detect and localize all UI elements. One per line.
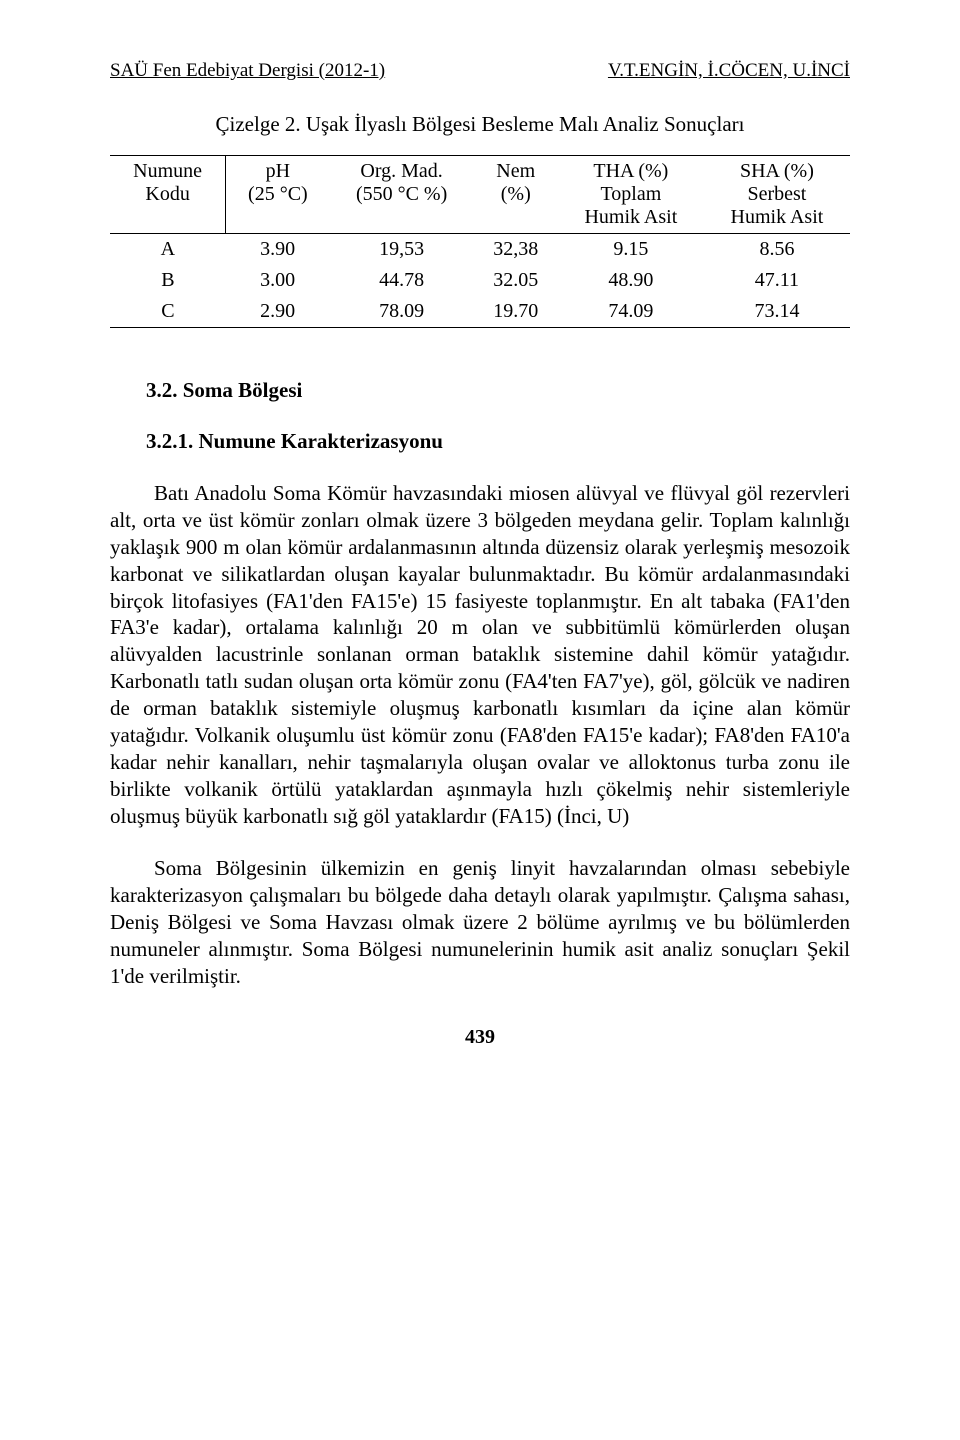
col-header-ph-bot: (25 °C) xyxy=(236,183,319,206)
col-header-tha-top: THA (%) xyxy=(568,160,694,183)
cell-nem: 32,38 xyxy=(474,234,558,266)
results-table: Numune Kodu pH (25 °C) Org. Mad. (550 °C… xyxy=(110,155,850,328)
running-header: SAÜ Fen Edebiyat Dergisi (2012-1) V.T.EN… xyxy=(110,60,850,82)
cell-label: A xyxy=(110,234,226,266)
header-left: SAÜ Fen Edebiyat Dergisi (2012-1) xyxy=(110,60,385,82)
cell-org: 78.09 xyxy=(330,296,474,328)
col-header-tha-bot: Humik Asit xyxy=(568,206,694,229)
col-header-tha-mid: Toplam xyxy=(568,183,694,206)
col-header-sample: Numune Kodu xyxy=(110,156,226,234)
cell-tha: 74.09 xyxy=(558,296,704,328)
col-header-sample-bot: Kodu xyxy=(120,183,215,206)
section-heading-char: 3.2.1. Numune Karakterizasyonu xyxy=(146,429,850,454)
col-header-nem: Nem (%) xyxy=(474,156,558,234)
section-heading-soma: 3.2. Soma Bölgesi xyxy=(146,378,850,403)
cell-nem: 32.05 xyxy=(474,265,558,296)
header-right: V.T.ENGİN, İ.CÖCEN, U.İNCİ xyxy=(608,60,850,82)
cell-label: C xyxy=(110,296,226,328)
cell-ph: 2.90 xyxy=(226,296,330,328)
paragraph-1: Batı Anadolu Soma Kömür havzasındaki mio… xyxy=(110,480,850,829)
col-header-tha: THA (%) Toplam Humik Asit xyxy=(558,156,704,234)
table-row: C 2.90 78.09 19.70 74.09 73.14 xyxy=(110,296,850,328)
col-header-sample-top: Numune xyxy=(120,160,215,183)
col-header-org: Org. Mad. (550 °C %) xyxy=(330,156,474,234)
page-number: 439 xyxy=(110,1026,850,1049)
table-row: B 3.00 44.78 32.05 48.90 47.11 xyxy=(110,265,850,296)
cell-sha: 73.14 xyxy=(704,296,850,328)
col-header-sha: SHA (%) Serbest Humik Asit xyxy=(704,156,850,234)
col-header-ph-top: pH xyxy=(236,160,319,183)
paragraph-2: Soma Bölgesinin ülkemizin en geniş linyi… xyxy=(110,855,850,989)
col-header-ph: pH (25 °C) xyxy=(226,156,330,234)
cell-nem: 19.70 xyxy=(474,296,558,328)
table-row: A 3.90 19,53 32,38 9.15 8.56 xyxy=(110,234,850,266)
col-header-org-bot: (550 °C %) xyxy=(340,183,464,206)
col-header-sha-top: SHA (%) xyxy=(714,160,840,183)
cell-tha: 9.15 xyxy=(558,234,704,266)
col-header-nem-bot: (%) xyxy=(484,183,548,206)
cell-org: 44.78 xyxy=(330,265,474,296)
col-header-sha-bot: Humik Asit xyxy=(714,206,840,229)
cell-org: 19,53 xyxy=(330,234,474,266)
col-header-org-top: Org. Mad. xyxy=(340,160,464,183)
cell-tha: 48.90 xyxy=(558,265,704,296)
col-header-nem-top: Nem xyxy=(484,160,548,183)
cell-ph: 3.00 xyxy=(226,265,330,296)
cell-sha: 47.11 xyxy=(704,265,850,296)
table-caption: Çizelge 2. Uşak İlyaslı Bölgesi Besleme … xyxy=(110,112,850,137)
col-header-sha-mid: Serbest xyxy=(714,183,840,206)
cell-sha: 8.56 xyxy=(704,234,850,266)
cell-label: B xyxy=(110,265,226,296)
cell-ph: 3.90 xyxy=(226,234,330,266)
